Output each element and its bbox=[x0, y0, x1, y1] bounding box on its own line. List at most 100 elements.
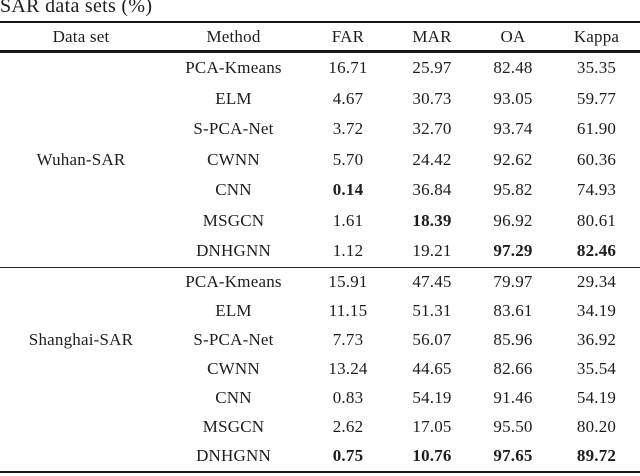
oa-cell: 93.74 bbox=[493, 119, 533, 139]
oa-cell: 82.48 bbox=[493, 58, 533, 78]
oa-cell: 97.29 bbox=[493, 241, 533, 261]
oa-cell: 92.62 bbox=[493, 149, 533, 169]
kappa-cell: 29.34 bbox=[576, 272, 617, 291]
table-row: DNHGNN 1.12 19.21 97.29 82.46 bbox=[0, 236, 640, 267]
dataset-cell bbox=[0, 114, 162, 145]
oa-cell: 95.50 bbox=[493, 417, 533, 436]
oa-cell: 96.92 bbox=[493, 210, 533, 230]
method-cell: MSGCN bbox=[202, 417, 265, 436]
table-row: Shanghai-SAR S-PCA-Net 7.73 56.07 85.96 36.92 bbox=[0, 326, 640, 355]
mar-cell: 56.07 bbox=[412, 330, 452, 349]
col-header-oa: OA bbox=[473, 22, 553, 53]
kappa-cell: 35.35 bbox=[576, 58, 617, 78]
kappa-cell: 89.72 bbox=[576, 446, 617, 465]
col-header-mar: MAR bbox=[391, 22, 473, 53]
shanghai-sar-group: PCA-Kmeans 15.91 47.45 79.97 29.34 ELM 11.15 51… bbox=[0, 267, 640, 472]
dataset-cell: Shanghai-SAR bbox=[28, 330, 134, 349]
kappa-cell: 82.46 bbox=[576, 241, 617, 261]
mar-cell: 25.97 bbox=[412, 58, 452, 78]
table-row: CNN 0.83 54.19 91.46 54.19 bbox=[0, 384, 640, 413]
dataset-cell: Wuhan-SAR bbox=[36, 149, 126, 169]
caption-container: SAR data sets (%) bbox=[0, 0, 640, 21]
oa-cell: 83.61 bbox=[493, 301, 533, 320]
kappa-cell: 34.19 bbox=[576, 301, 617, 320]
table-row: ELM 4.67 30.73 93.05 59.77 bbox=[0, 84, 640, 115]
table-row: MSGCN 1.61 18.39 96.92 80.61 bbox=[0, 206, 640, 237]
table-row: CWNN 13.24 44.65 82.66 35.54 bbox=[0, 355, 640, 384]
mar-cell: 44.65 bbox=[412, 359, 452, 378]
dataset-cell bbox=[0, 442, 162, 472]
mar-cell: 10.76 bbox=[412, 446, 452, 465]
wuhan-sar-group: PCA-Kmeans 16.71 25.97 82.48 35.35 ELM 4.67 30.… bbox=[0, 52, 640, 267]
method-cell: CNN bbox=[215, 180, 252, 200]
kappa-cell: 80.61 bbox=[576, 210, 617, 230]
far-cell: 0.14 bbox=[332, 180, 364, 200]
kappa-cell: 36.92 bbox=[576, 330, 617, 349]
method-cell: S-PCA-Net bbox=[193, 119, 274, 139]
table-row: ELM 11.15 51.31 83.61 34.19 bbox=[0, 297, 640, 326]
dataset-cell bbox=[0, 355, 162, 384]
method-cell: ELM bbox=[215, 301, 252, 320]
table-caption: SAR data sets (%) bbox=[0, 0, 153, 17]
mar-cell: 32.70 bbox=[412, 119, 452, 139]
table-row: Wuhan-SAR CWNN 5.70 24.42 92.62 60.36 bbox=[0, 145, 640, 176]
method-cell: MSGCN bbox=[202, 210, 265, 230]
method-cell: PCA-Kmeans bbox=[185, 58, 282, 78]
col-header-method: Method bbox=[162, 22, 305, 53]
dataset-cell bbox=[0, 236, 162, 267]
table-row: S-PCA-Net 3.72 32.70 93.74 61.90 bbox=[0, 114, 640, 145]
far-cell: 5.70 bbox=[332, 149, 364, 169]
mar-cell: 24.42 bbox=[412, 149, 452, 169]
dataset-cell bbox=[0, 297, 162, 326]
header-row: Data set Method FAR MAR OA Kappa bbox=[0, 22, 640, 53]
results-table: Data set Method FAR MAR OA Kappa PCA-Kme… bbox=[0, 21, 640, 473]
oa-cell: 95.82 bbox=[493, 180, 533, 200]
far-cell: 7.73 bbox=[332, 330, 364, 349]
table-row: CNN 0.14 36.84 95.82 74.93 bbox=[0, 175, 640, 206]
method-cell: PCA-Kmeans bbox=[185, 272, 282, 291]
method-cell: S-PCA-Net bbox=[193, 330, 274, 349]
mar-cell: 51.31 bbox=[412, 301, 452, 320]
table-row: PCA-Kmeans 15.91 47.45 79.97 29.34 bbox=[0, 267, 640, 297]
far-cell: 1.61 bbox=[332, 210, 364, 230]
mar-cell: 18.39 bbox=[412, 210, 452, 230]
dataset-cell bbox=[0, 267, 162, 297]
far-cell: 15.91 bbox=[328, 272, 368, 291]
kappa-cell: 80.20 bbox=[576, 417, 617, 436]
oa-cell: 79.97 bbox=[493, 272, 533, 291]
far-cell: 3.72 bbox=[332, 119, 364, 139]
far-cell: 2.62 bbox=[332, 417, 364, 436]
kappa-cell: 61.90 bbox=[576, 119, 617, 139]
col-header-kappa: Kappa bbox=[553, 22, 640, 53]
kappa-cell: 74.93 bbox=[576, 180, 617, 200]
dataset-cell bbox=[0, 206, 162, 237]
method-cell: DNHGNN bbox=[196, 241, 271, 261]
dataset-cell bbox=[0, 84, 162, 115]
far-cell: 4.67 bbox=[332, 88, 364, 108]
col-header-dataset: Data set bbox=[0, 22, 162, 53]
method-cell: CNN bbox=[215, 388, 252, 407]
mar-cell: 17.05 bbox=[412, 417, 452, 436]
method-cell: ELM bbox=[215, 88, 252, 108]
far-cell: 11.15 bbox=[328, 301, 368, 320]
col-header-far: FAR bbox=[305, 22, 391, 53]
dataset-cell bbox=[0, 384, 162, 413]
oa-cell: 85.96 bbox=[493, 330, 533, 349]
method-cell: DNHGNN bbox=[196, 446, 271, 465]
mar-cell: 19.21 bbox=[412, 241, 452, 261]
far-cell: 13.24 bbox=[328, 359, 368, 378]
kappa-cell: 60.36 bbox=[576, 149, 617, 169]
oa-cell: 97.65 bbox=[493, 446, 533, 465]
table-row: MSGCN 2.62 17.05 95.50 80.20 bbox=[0, 413, 640, 442]
far-cell: 0.75 bbox=[332, 446, 364, 465]
far-cell: 0.83 bbox=[332, 388, 364, 407]
dataset-cell bbox=[0, 413, 162, 442]
oa-cell: 82.66 bbox=[493, 359, 533, 378]
far-cell: 16.71 bbox=[328, 58, 368, 78]
kappa-cell: 59.77 bbox=[576, 88, 617, 108]
method-cell: CWNN bbox=[207, 149, 260, 169]
table-row: PCA-Kmeans 16.71 25.97 82.48 35.35 bbox=[0, 52, 640, 84]
mar-cell: 47.45 bbox=[412, 272, 452, 291]
table-header: Data set Method FAR MAR OA Kappa bbox=[0, 22, 640, 53]
table-row: DNHGNN 0.75 10.76 97.65 89.72 bbox=[0, 442, 640, 472]
